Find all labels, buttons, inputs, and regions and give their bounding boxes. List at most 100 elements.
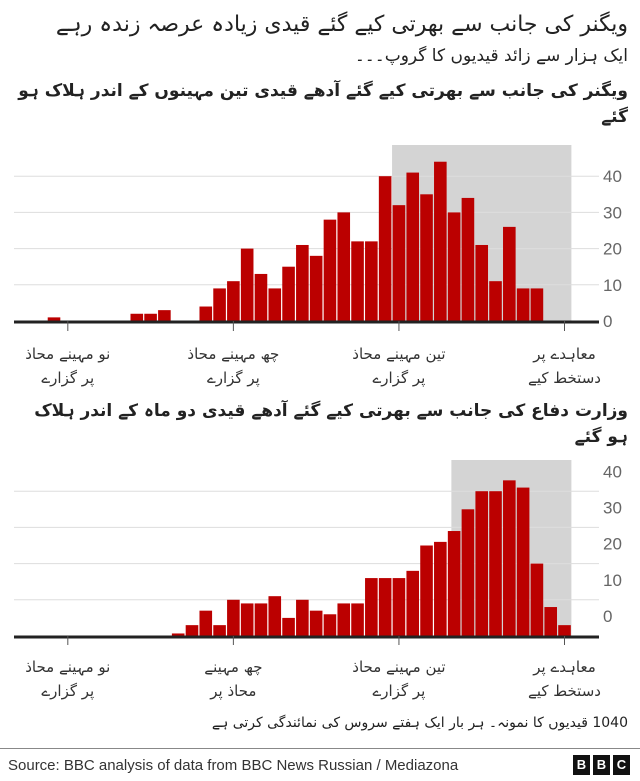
x-tick-label-line: محاذ پر — [210, 682, 257, 700]
bar — [171, 633, 185, 636]
x-tick-label: چھ مہینے محاذ پر — [158, 655, 308, 703]
x-tick-label-line: دستخط کیے — [528, 369, 601, 387]
y-tick-label: 30 — [603, 498, 622, 517]
bar — [351, 603, 364, 636]
footer-divider — [0, 748, 640, 749]
bar — [282, 266, 295, 321]
bar — [475, 491, 489, 636]
bar — [447, 531, 461, 636]
y-tick-label: 20 — [603, 535, 622, 554]
logo-letter: B — [573, 755, 590, 775]
bar — [461, 197, 475, 321]
y-tick-label: 10 — [603, 571, 622, 590]
bar — [309, 610, 323, 636]
x-tick-label-line: تین مہینے محاذ — [352, 658, 446, 676]
bar — [227, 599, 240, 636]
x-tick-label: چھ مہینے محاذ پر گزارے — [158, 342, 308, 390]
bar — [296, 599, 309, 636]
bar — [199, 610, 213, 636]
y-tick-label: 10 — [603, 276, 622, 295]
x-tick-label-line: نو مہینے محاذ — [25, 345, 111, 363]
bar — [227, 281, 240, 321]
bar — [461, 509, 475, 636]
bar — [296, 244, 309, 321]
bar — [337, 212, 351, 321]
bar — [516, 288, 530, 321]
y-tick-label: 30 — [603, 203, 622, 222]
bar — [489, 281, 502, 321]
bar — [503, 480, 516, 636]
x-tick-label-line: معاہدے پر — [533, 345, 596, 363]
bar — [323, 219, 337, 321]
y-tick-label: 40 — [603, 462, 622, 481]
bar — [434, 161, 447, 321]
x-tick-label-line: پر گزارے — [206, 369, 260, 387]
bar — [323, 614, 337, 636]
y-tick-label: 40 — [603, 167, 622, 186]
bar — [130, 313, 144, 321]
bar — [337, 603, 351, 636]
x-tick-label: معاہدے پر دستخط کیے — [490, 342, 640, 390]
x-tick-label-line: پر گزارے — [372, 369, 426, 387]
x-tick-label: تین مہینے محاذ پر گزارے — [324, 342, 474, 390]
x-tick-label-line: تین مہینے محاذ — [352, 345, 446, 363]
bar — [199, 306, 213, 321]
bar — [254, 603, 268, 636]
bar — [516, 487, 530, 636]
chart2-plot: 0 10 20 30 40 — [14, 460, 622, 645]
y-tick-label: 0 — [603, 607, 612, 626]
bar — [47, 317, 61, 321]
bar — [365, 578, 378, 636]
chart1-plot: 0 10 20 30 40 — [14, 145, 622, 331]
bar — [185, 625, 199, 636]
bar — [434, 541, 447, 636]
x-tick-label-line: پر گزارے — [372, 682, 426, 700]
bar — [475, 244, 489, 321]
logo-letter: C — [613, 755, 630, 775]
bar — [406, 172, 420, 321]
bar — [447, 212, 461, 321]
bar — [489, 491, 502, 636]
bar — [158, 310, 171, 321]
bar — [282, 617, 295, 636]
x-tick-label: نو مہینے محاذ پر گزارے — [0, 342, 143, 390]
bar — [213, 625, 226, 636]
x-tick-label-line: چھ مہینے محاذ — [187, 345, 280, 363]
bar — [530, 563, 544, 636]
bar — [503, 226, 516, 321]
x-tick-label: نو مہینے محاذ پر گزارے — [0, 655, 143, 703]
source-text: Source: BBC analysis of data from BBC Ne… — [8, 757, 459, 774]
x-tick-label-line: پر گزارے — [41, 369, 95, 387]
sample-note: 1040 قیدیوں کا نمونہ۔ ہر بار ایک ہفتے سر… — [211, 715, 628, 731]
x-tick-label-line: پر گزارے — [41, 682, 95, 700]
bar — [544, 607, 558, 636]
x-tick-label-line: نو مہینے محاذ — [25, 658, 111, 676]
logo-letter: B — [593, 755, 610, 775]
bar — [530, 288, 544, 321]
bbc-logo: B B C — [573, 755, 630, 775]
x-tick-label: معاہدے پر دستخط کیے — [490, 655, 640, 703]
chart-subtitle: ایک ہزار سے زائد قیدیوں کا گروپ۔۔۔ — [354, 46, 628, 66]
bar — [240, 248, 254, 321]
bar — [351, 241, 364, 321]
chart-title: ویگنر کی جانب سے بھرتی کیے گئے قیدی زیاد… — [55, 12, 628, 37]
bar — [213, 288, 226, 321]
bar — [558, 625, 571, 636]
chart2-title: وزارت دفاع کی جانب سے بھرتی کیے گئے آدھے… — [34, 401, 628, 447]
x-tick-label-line: دستخط کیے — [528, 682, 601, 700]
bar — [240, 603, 254, 636]
bar — [144, 313, 157, 321]
x-tick-label-line: معاہدے پر — [533, 658, 596, 676]
bar — [268, 288, 282, 321]
bar — [406, 570, 420, 636]
y-tick-label: 20 — [603, 240, 622, 259]
chart1-title: ویگنر کی جانب سے بھرتی کیے گئے آدھے قیدی… — [18, 81, 628, 127]
bar — [420, 545, 433, 636]
bar — [365, 241, 378, 321]
x-tick-label: تین مہینے محاذ پر گزارے — [324, 655, 474, 703]
x-tick-label-line: چھ مہینے — [204, 658, 263, 676]
bar — [309, 255, 323, 321]
bar — [392, 205, 406, 321]
bar — [268, 596, 282, 636]
bar — [378, 578, 392, 636]
